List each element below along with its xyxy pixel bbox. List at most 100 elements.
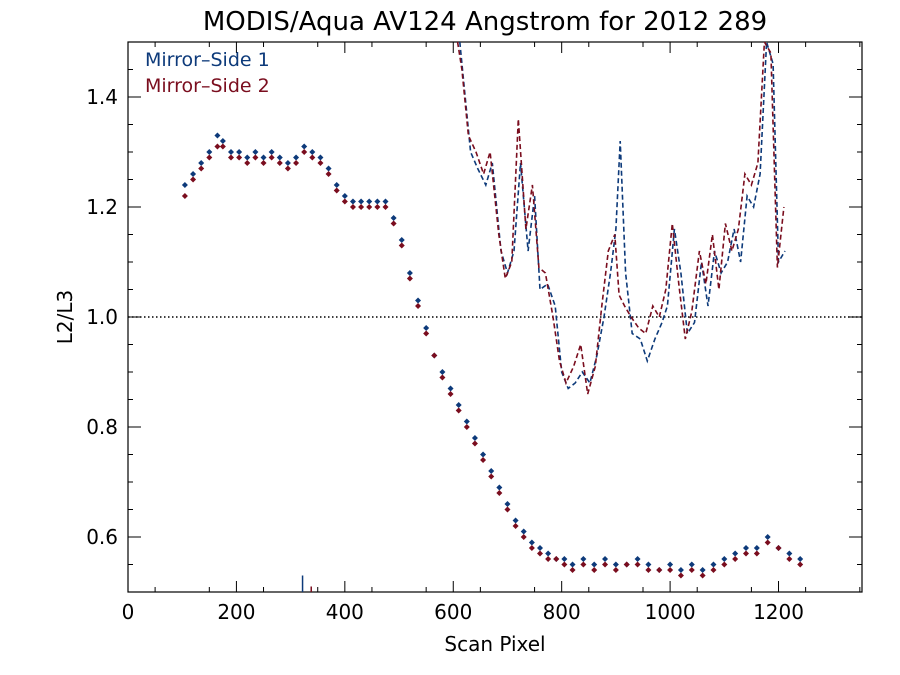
point-mirror-side-2 xyxy=(333,187,340,194)
point-mirror-side-1 xyxy=(545,550,552,557)
point-mirror-side-2 xyxy=(252,154,259,161)
point-mirror-side-2 xyxy=(797,561,804,568)
point-mirror-side-1 xyxy=(406,270,413,276)
chart-title: MODIS/Aqua AV124 Angstrom for 2012 289 xyxy=(203,7,767,37)
x-tick-label: 0 xyxy=(122,600,135,624)
point-mirror-side-2 xyxy=(520,534,527,540)
point-mirror-side-1 xyxy=(645,561,652,568)
point-mirror-side-1 xyxy=(455,402,462,408)
point-mirror-side-1 xyxy=(677,567,684,573)
point-mirror-side-2 xyxy=(439,374,446,381)
point-mirror-side-2 xyxy=(236,154,243,161)
point-mirror-side-1 xyxy=(333,182,340,188)
point-mirror-side-2 xyxy=(317,160,324,166)
point-mirror-side-2 xyxy=(268,154,275,161)
point-mirror-side-2 xyxy=(591,567,598,573)
point-mirror-side-2 xyxy=(390,220,397,227)
point-mirror-side-1 xyxy=(293,154,300,161)
point-mirror-side-1 xyxy=(634,556,641,562)
point-mirror-side-2 xyxy=(732,556,739,562)
point-mirror-side-1 xyxy=(374,198,381,205)
point-mirror-side-1 xyxy=(612,561,619,568)
point-mirror-side-2 xyxy=(471,440,478,447)
point-mirror-side-1 xyxy=(504,501,511,507)
point-mirror-side-2 xyxy=(561,561,568,568)
point-mirror-side-2 xyxy=(634,561,641,568)
point-mirror-side-2 xyxy=(512,523,519,529)
legend-entry-mirror-side-1: Mirror–Side 1 xyxy=(145,49,270,71)
point-mirror-side-2 xyxy=(764,539,771,546)
point-mirror-side-2 xyxy=(688,567,695,573)
point-mirror-side-1 xyxy=(398,237,405,243)
point-mirror-side-2 xyxy=(455,407,462,414)
point-mirror-side-2 xyxy=(786,556,793,562)
x-tick-label: 600 xyxy=(434,600,472,624)
point-mirror-side-2 xyxy=(227,154,234,161)
point-mirror-side-2 xyxy=(406,275,413,282)
y-tick-label: 0.8 xyxy=(86,415,118,439)
y-axis-label: L2/L3 xyxy=(53,290,77,344)
point-mirror-side-1 xyxy=(227,149,234,155)
spike-marks xyxy=(301,575,312,592)
point-mirror-side-1 xyxy=(423,325,430,331)
point-mirror-side-1 xyxy=(198,160,205,166)
point-mirror-side-1 xyxy=(309,149,316,155)
point-mirror-side-1 xyxy=(268,149,275,155)
point-mirror-side-2 xyxy=(447,391,454,397)
scatter-points xyxy=(181,132,804,579)
point-mirror-side-1 xyxy=(382,198,389,205)
point-mirror-side-2 xyxy=(260,160,267,166)
point-mirror-side-2 xyxy=(488,473,495,480)
point-mirror-side-2 xyxy=(374,204,381,210)
point-mirror-side-1 xyxy=(496,484,503,491)
point-mirror-side-1 xyxy=(742,545,749,551)
y-tick-label: 1.4 xyxy=(86,85,118,109)
point-mirror-side-1 xyxy=(753,545,760,551)
point-mirror-side-2 xyxy=(301,149,308,155)
point-mirror-side-1 xyxy=(569,561,576,568)
point-mirror-side-1 xyxy=(721,556,728,562)
point-mirror-side-1 xyxy=(415,297,422,304)
point-mirror-side-1 xyxy=(252,149,259,155)
point-mirror-side-2 xyxy=(293,160,300,166)
point-mirror-side-1 xyxy=(520,528,527,535)
point-mirror-side-1 xyxy=(602,556,609,562)
dashed-line-mirror-side-1 xyxy=(459,42,786,390)
point-mirror-side-2 xyxy=(536,550,543,557)
point-mirror-side-1 xyxy=(667,561,674,568)
point-mirror-side-1 xyxy=(536,545,543,551)
point-mirror-side-2 xyxy=(496,490,503,496)
point-mirror-side-2 xyxy=(612,567,619,573)
point-mirror-side-1 xyxy=(512,517,519,524)
point-mirror-side-1 xyxy=(341,193,348,199)
point-mirror-side-1 xyxy=(688,561,695,568)
point-mirror-side-1 xyxy=(797,556,804,562)
point-mirror-side-1 xyxy=(463,418,470,425)
point-mirror-side-2 xyxy=(382,204,389,210)
point-mirror-side-2 xyxy=(431,352,438,359)
point-mirror-side-2 xyxy=(753,550,760,557)
point-mirror-side-2 xyxy=(284,165,291,172)
point-mirror-side-1 xyxy=(591,561,598,568)
y-axis-ticks: 0.6 0.8 1.0 1.2 1.4 xyxy=(86,69,862,565)
point-mirror-side-1 xyxy=(244,154,251,161)
point-mirror-side-2 xyxy=(219,143,226,150)
x-axis-label: Scan Pixel xyxy=(444,632,545,656)
point-mirror-side-1 xyxy=(284,160,291,166)
point-mirror-side-2 xyxy=(775,545,782,551)
point-mirror-side-1 xyxy=(206,149,213,155)
x-tick-label: 1200 xyxy=(753,600,804,624)
point-mirror-side-1 xyxy=(181,182,188,188)
dashed-line-mirror-side-2 xyxy=(456,42,785,395)
point-mirror-side-2 xyxy=(699,572,706,579)
point-mirror-side-2 xyxy=(528,545,535,551)
point-mirror-side-2 xyxy=(214,143,221,150)
point-mirror-side-1 xyxy=(764,534,771,540)
point-mirror-side-1 xyxy=(488,468,495,474)
point-mirror-side-1 xyxy=(260,154,267,161)
point-mirror-side-2 xyxy=(349,204,356,210)
point-mirror-side-1 xyxy=(325,165,332,172)
point-mirror-side-2 xyxy=(244,160,251,166)
y-tick-label: 1.2 xyxy=(86,195,118,219)
point-mirror-side-1 xyxy=(214,132,221,139)
